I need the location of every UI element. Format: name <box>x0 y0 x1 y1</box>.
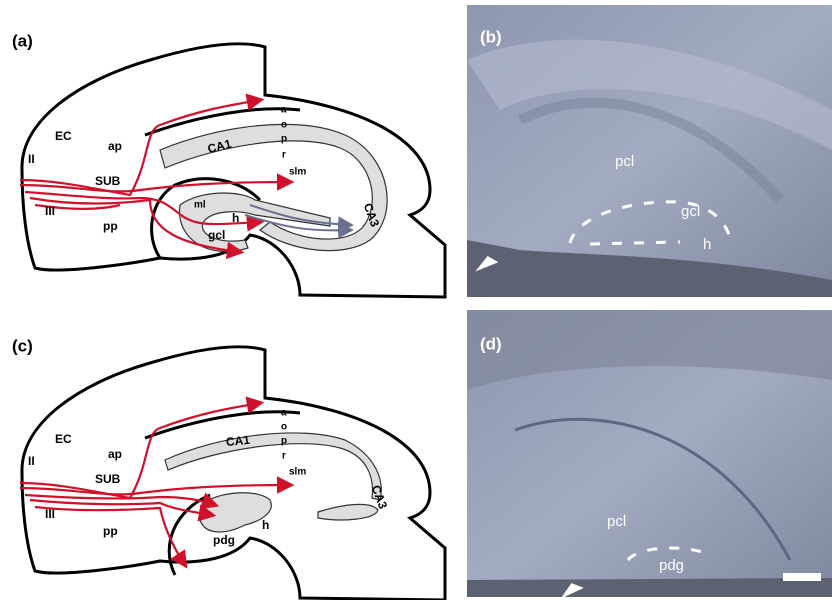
layer-label: pdg <box>213 533 235 547</box>
ca3-fragment <box>318 504 378 520</box>
panel-label: (a) <box>12 31 33 50</box>
layer-label: r <box>282 451 286 462</box>
panel-label: (b) <box>480 27 502 46</box>
micrograph-d <box>467 310 832 597</box>
layer-label: pcl <box>615 153 634 170</box>
scale-bar <box>783 573 821 581</box>
region-label: EC <box>55 129 72 143</box>
ca1-band <box>165 433 381 500</box>
layer-label: II <box>28 152 35 166</box>
micrograph-b <box>467 5 832 297</box>
panel-label: (d) <box>480 334 502 353</box>
layer-label: gcl <box>208 228 225 242</box>
layer-label: pcl <box>607 513 626 530</box>
diagram-c <box>20 347 445 600</box>
pathway-label: pp <box>103 524 118 538</box>
layer-label: o <box>281 422 287 433</box>
photo-texture <box>467 578 832 597</box>
pathway-label: pp <box>103 219 118 233</box>
layer-label: gcl <box>681 203 700 220</box>
layer-label: a <box>281 105 287 116</box>
layer-label: II <box>28 454 35 468</box>
layer-label: h <box>232 211 239 225</box>
layer-label: h <box>262 518 269 532</box>
pathway-label: ap <box>108 139 122 153</box>
pdg <box>200 493 271 532</box>
layer-label: p <box>281 436 287 447</box>
layer-label: a <box>281 408 287 419</box>
layer-label: slm <box>289 467 306 478</box>
figure: (a) EC II III ap SUB pp CA1 a o p r slm … <box>0 0 832 600</box>
layer-label: o <box>281 120 287 131</box>
layer-label: slm <box>289 167 306 178</box>
layer-label: h <box>703 236 711 253</box>
panel-label: (c) <box>12 336 33 355</box>
layer-label: III <box>45 507 55 521</box>
region-label: SUB <box>95 472 121 486</box>
layer-label: p <box>281 134 287 145</box>
outline <box>22 347 445 600</box>
layer-label: III <box>45 204 55 218</box>
region-label: EC <box>55 432 72 446</box>
region-label: SUB <box>95 174 121 188</box>
layer-label: pdg <box>659 557 684 574</box>
diagram-a <box>20 44 445 297</box>
layer-label: r <box>282 150 286 161</box>
pathway-label: ap <box>108 447 122 461</box>
region-label: CA1 <box>225 433 251 449</box>
outline <box>22 44 445 297</box>
layer-label: ml <box>194 200 206 211</box>
